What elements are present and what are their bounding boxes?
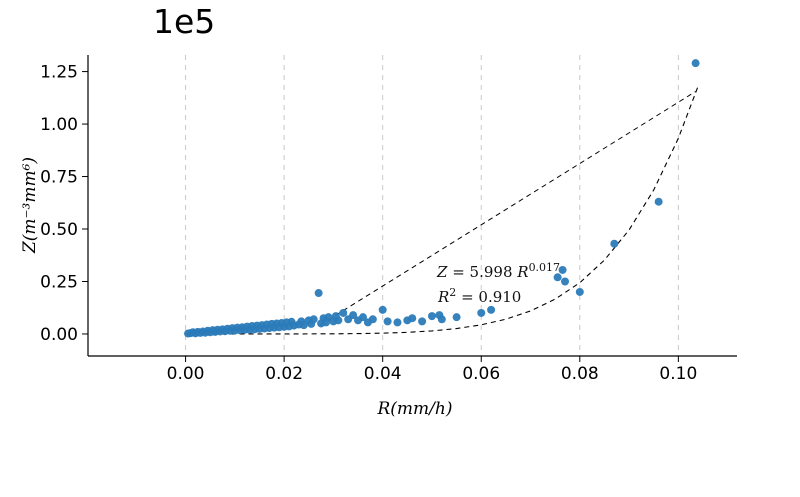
fit-equation-exponent: 0.017 bbox=[528, 261, 561, 274]
scatter-point bbox=[358, 313, 367, 322]
scatter-point bbox=[339, 308, 348, 317]
y-tick-label: 0.25 bbox=[40, 272, 78, 292]
y-tick-label: 1.00 bbox=[40, 115, 78, 135]
scatter-point bbox=[561, 277, 570, 286]
fit-equation-mid: = 5.998 bbox=[447, 263, 518, 281]
scatter-point bbox=[383, 317, 392, 326]
scatter-point bbox=[368, 315, 377, 324]
scatter-point bbox=[654, 197, 663, 206]
scatter-point bbox=[299, 321, 308, 330]
fit-curve-dashed bbox=[185, 86, 699, 335]
scatter-point bbox=[553, 273, 562, 282]
x-tick-label: 0.02 bbox=[265, 364, 303, 384]
y-tick-label: 0.50 bbox=[40, 220, 78, 240]
y-tick-label: 0.00 bbox=[40, 325, 78, 345]
fit-equation-z: Z bbox=[437, 263, 448, 281]
x-tick-label: 0.08 bbox=[561, 364, 599, 384]
scatter-point bbox=[487, 305, 496, 314]
r-squared-value: = 0.910 bbox=[456, 288, 522, 306]
scatter-point bbox=[437, 315, 446, 324]
x-tick-label: 0.06 bbox=[462, 364, 500, 384]
y-axis-label: Z(m⁻³mm⁶) bbox=[20, 156, 40, 254]
x-tick-label: 0.10 bbox=[659, 364, 697, 384]
x-tick-label: 0.04 bbox=[364, 364, 402, 384]
scatter-point bbox=[393, 318, 402, 327]
scatter-point bbox=[558, 265, 567, 274]
scatter-point bbox=[378, 305, 387, 314]
scatter-point bbox=[477, 308, 486, 317]
fit-equation-r: R bbox=[517, 263, 529, 281]
scatter-point bbox=[452, 313, 461, 322]
scatter-point bbox=[408, 314, 417, 323]
y-tick-label: 0.75 bbox=[40, 168, 78, 188]
r-squared-r: R bbox=[438, 288, 450, 306]
x-axis-label: R(mm/h) bbox=[377, 399, 453, 419]
secant-line-dashed bbox=[319, 91, 696, 326]
scatter-point bbox=[610, 239, 619, 248]
y-tick-label: 1.25 bbox=[40, 63, 78, 83]
scatter-point bbox=[314, 289, 323, 298]
scatter-point bbox=[575, 287, 584, 296]
scatter-point bbox=[427, 312, 436, 321]
scatter-point bbox=[418, 317, 427, 326]
r-squared-annotation: R2 = 0.910 bbox=[438, 286, 521, 306]
r-squared-sup: 2 bbox=[449, 286, 457, 299]
scatter-point bbox=[309, 315, 318, 324]
scatter-point bbox=[349, 311, 358, 320]
x-tick-label: 0.00 bbox=[167, 364, 205, 384]
y-axis-offset-label: 1e5 bbox=[153, 2, 216, 41]
scatter-point bbox=[691, 59, 700, 68]
fit-equation-annotation: Z = 5.998 R0.017 bbox=[437, 261, 560, 281]
scatter-point bbox=[334, 316, 343, 325]
